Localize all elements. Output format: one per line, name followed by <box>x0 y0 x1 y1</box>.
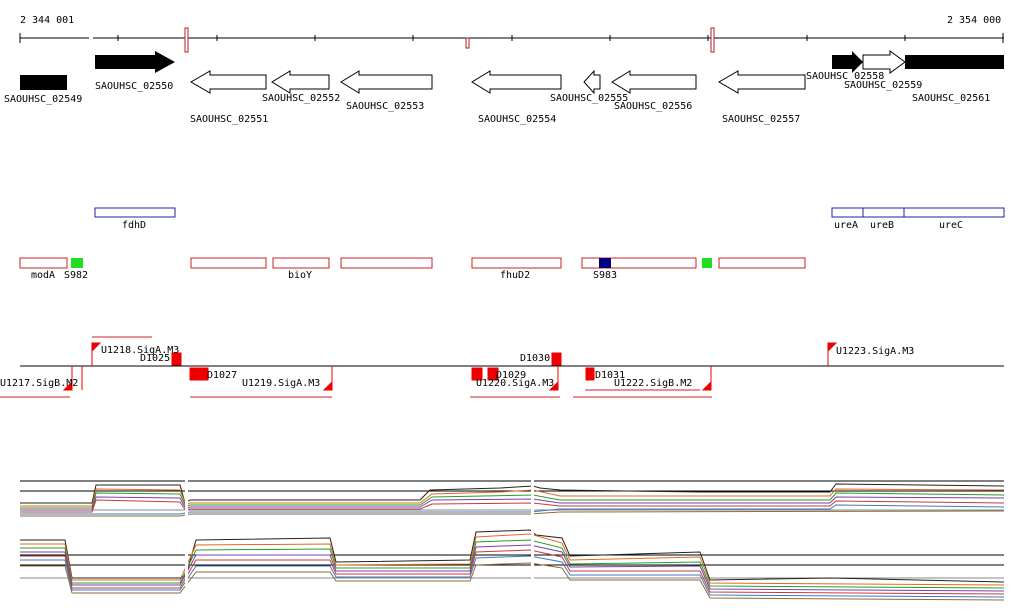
gene-shape[interactable] <box>95 51 175 73</box>
gene-shape[interactable] <box>271 70 330 94</box>
gene-label: SAOUHSC_02553 <box>346 101 424 112</box>
operon-label: modA <box>31 270 55 281</box>
gene-label: SAOUHSC_02550 <box>95 81 173 92</box>
srna-label: S982 <box>64 270 88 281</box>
gene-shape[interactable] <box>905 55 1004 69</box>
promoter-label: D1025 <box>140 353 170 364</box>
operon-label: ureA <box>834 220 858 231</box>
gene-label: SAOUHSC_02551 <box>190 114 268 125</box>
operon-box[interactable] <box>190 257 267 269</box>
promoter-label: U1219.SigA.M3 <box>242 378 320 389</box>
operon-track-red: modA S982 bioY fhuD2 S983 <box>19 257 806 281</box>
gene-shape[interactable] <box>862 50 906 74</box>
operon-box[interactable] <box>718 257 806 269</box>
gene-label: SAOUHSC_02549 <box>4 94 82 105</box>
gene-label: SAOUHSC_02555 <box>550 93 628 104</box>
gene-label: SAOUHSC_02561 <box>912 93 990 104</box>
promoter-label: U1220.SigA.M3 <box>476 378 554 389</box>
gene-label: SAOUHSC_02556 <box>614 101 692 112</box>
gene-shape[interactable] <box>611 70 697 94</box>
promoter-label: U1222.SigB.M2 <box>614 378 692 389</box>
promoter-label: U1223.SigA.M3 <box>836 346 914 357</box>
gene-label: SAOUHSC_02554 <box>478 114 556 125</box>
promoter-label: D1029 <box>496 370 526 381</box>
operon-label: fhuD2 <box>500 270 530 281</box>
gene-label: SAOUHSC_02559 <box>844 80 922 91</box>
operon-box[interactable] <box>272 257 330 269</box>
promoter-label: D1030 <box>520 353 550 364</box>
srna-box[interactable] <box>71 258 83 268</box>
ruler-gaps <box>184 27 715 53</box>
promoter-label: D1031 <box>595 370 625 381</box>
operon-box[interactable] <box>471 257 562 269</box>
ruler-end-label: 2 354 000 <box>947 15 1001 26</box>
operon-box[interactable] <box>581 257 697 269</box>
gene-shape[interactable] <box>832 51 863 73</box>
srna-box[interactable] <box>599 258 611 268</box>
operon-box[interactable] <box>340 257 433 269</box>
expression-track-2 <box>20 528 1005 604</box>
operon-box[interactable] <box>19 257 68 269</box>
operon-track-blue: fdhD ureA ureB ureC <box>94 207 1005 231</box>
gene-shape[interactable] <box>340 70 433 94</box>
promoter-label: D1027 <box>207 370 237 381</box>
ruler <box>19 33 1004 43</box>
expression-track-1 <box>20 476 1005 518</box>
promoter-track: U1218.SigA.M3 U1223.SigA.M3 D1025 D1030 … <box>0 336 1004 398</box>
operon-box[interactable] <box>862 207 905 218</box>
gene-shape[interactable] <box>20 75 67 90</box>
gene-shape[interactable] <box>190 70 267 94</box>
operon-label: ureB <box>870 220 894 231</box>
gene-shape[interactable] <box>583 69 601 95</box>
gene-label: SAOUHSC_02557 <box>722 114 800 125</box>
operon-label: bioY <box>288 270 312 281</box>
promoter-label: U1217.SigB.M2 <box>0 378 78 389</box>
promoter-label: U1218.SigA.M3 <box>101 345 179 356</box>
operon-label: ureC <box>939 220 963 231</box>
gene-shape[interactable] <box>471 70 562 94</box>
operon-box[interactable] <box>831 207 864 218</box>
operon-label: fdhD <box>122 220 146 231</box>
ruler-break <box>89 34 93 42</box>
srna-label: S983 <box>593 270 617 281</box>
gene-track: SAOUHSC_02549 SAOUHSC_02550 SAOUHSC_0255… <box>4 50 1004 125</box>
operon-box[interactable] <box>94 207 176 218</box>
gene-label: SAOUHSC_02552 <box>262 93 340 104</box>
gene-label: SAOUHSC_02558 <box>806 71 884 82</box>
srna-box[interactable] <box>702 258 712 268</box>
gene-shape[interactable] <box>718 70 806 94</box>
operon-box[interactable] <box>903 207 1005 218</box>
ruler-start-label: 2 344 001 <box>20 15 74 26</box>
